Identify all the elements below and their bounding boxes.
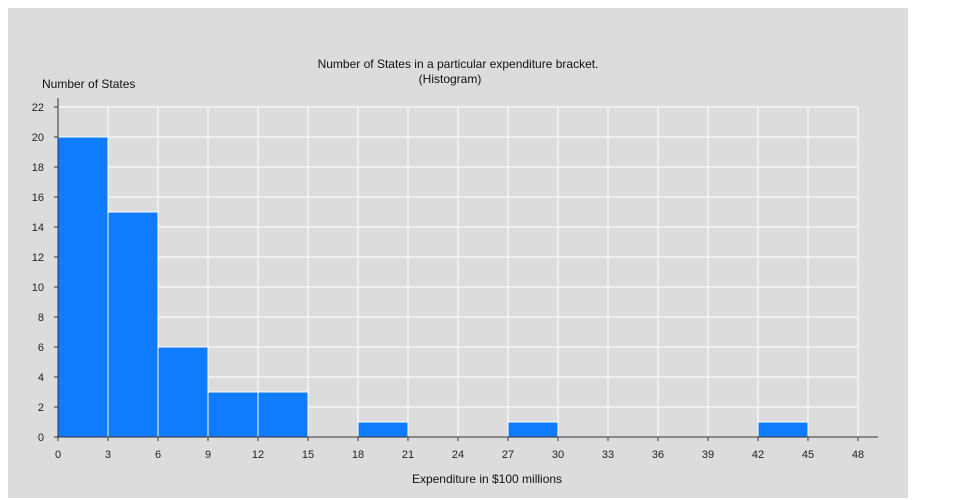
axes	[54, 98, 878, 441]
x-tick-label: 24	[452, 449, 464, 461]
y-tick-label: 18	[32, 162, 44, 174]
y-tick-label: 6	[38, 342, 44, 354]
x-tick-label: 9	[205, 449, 211, 461]
y-tick-label: 16	[32, 192, 44, 204]
y-tick-label: 20	[32, 132, 44, 144]
y-tick-labels: 0 2 4 6 8 10 12 14 16 18 20 22	[32, 102, 44, 444]
y-tick-label: 8	[38, 312, 44, 324]
y-tick-label: 4	[38, 372, 44, 384]
x-tick-label: 18	[352, 449, 364, 461]
bars	[57, 136, 809, 438]
x-tick-label: 15	[302, 449, 314, 461]
x-tick-label: 30	[552, 449, 564, 461]
x-tick-label: 45	[802, 449, 814, 461]
x-tick-label: 48	[852, 449, 864, 461]
y-tick-label: 2	[38, 402, 44, 414]
histogram-bar	[107, 211, 159, 438]
chart-subtitle: (Histogram)	[419, 72, 482, 86]
y-tick-label: 12	[32, 252, 44, 264]
x-tick-label: 36	[652, 449, 664, 461]
y-axis-title: Number of States	[42, 77, 135, 91]
x-tick-label: 39	[702, 449, 714, 461]
x-tick-label: 6	[155, 449, 161, 461]
x-tick-labels: 0 3 6 9 12 15 18 21 24 27 30 33 36 39 42 45 48	[55, 449, 864, 461]
x-tick-label: 21	[402, 449, 414, 461]
x-tick-label: 42	[752, 449, 764, 461]
y-tick-label: 14	[32, 222, 44, 234]
x-tick-label: 0	[55, 449, 61, 461]
histogram-bar	[757, 421, 809, 438]
x-tick-label: 27	[502, 449, 514, 461]
x-tick-label: 3	[105, 449, 111, 461]
histogram-bar	[207, 391, 259, 438]
x-tick-label: 33	[602, 449, 614, 461]
grid-lines	[58, 106, 859, 437]
y-tick-label: 0	[38, 432, 44, 444]
histogram-bar	[357, 421, 409, 438]
histogram-bar	[157, 346, 209, 438]
histogram-bar	[57, 136, 109, 438]
y-tick-label: 10	[32, 282, 44, 294]
histogram-bar	[507, 421, 559, 438]
histogram-bar	[257, 391, 309, 438]
y-tick-label: 22	[32, 102, 44, 114]
chart-title: Number of States in a particular expendi…	[318, 57, 599, 71]
x-tick-label: 12	[252, 449, 264, 461]
x-axis-title: Expenditure in $100 millions	[412, 472, 562, 486]
